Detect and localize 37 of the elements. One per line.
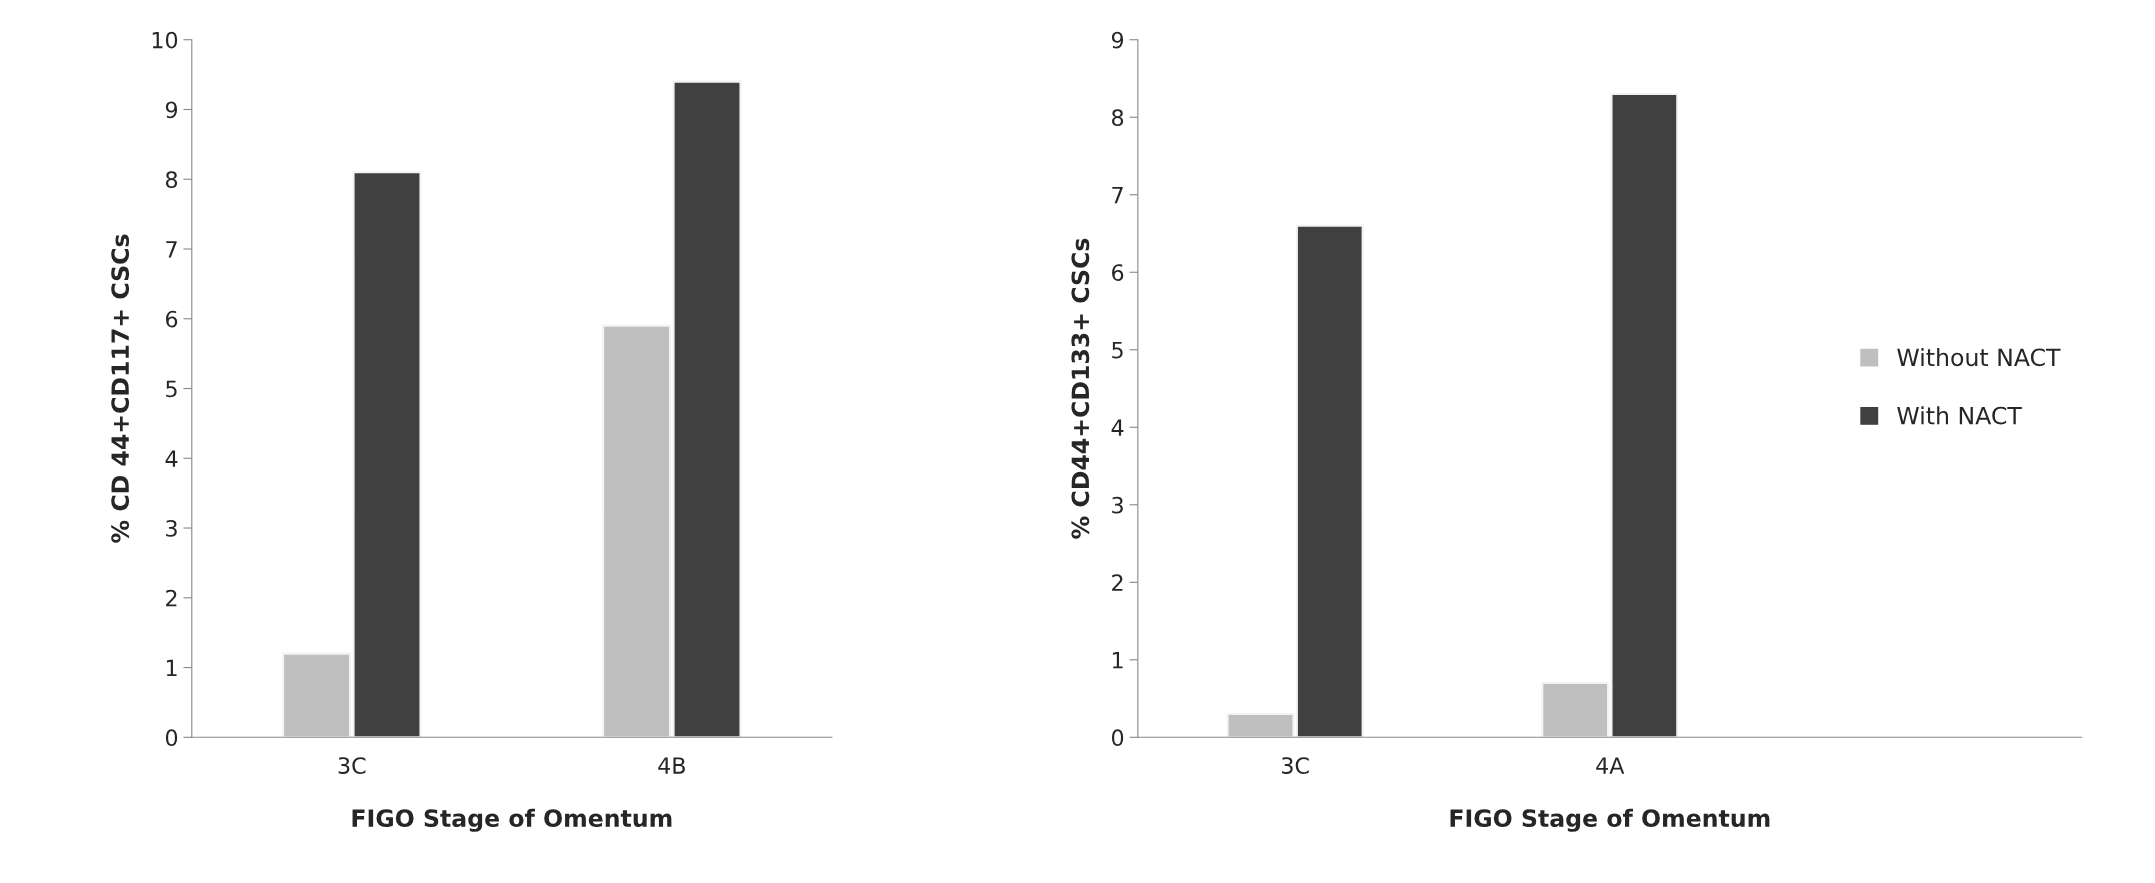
bar <box>602 324 672 738</box>
bar <box>672 80 742 738</box>
bar <box>1226 713 1295 738</box>
x-axis-title: FIGO Stage of Omentum <box>1450 808 1770 832</box>
y-tick-label: 2 <box>166 589 177 607</box>
y-tick-label: 6 <box>1112 264 1124 282</box>
y-tick-label: 2 <box>1112 574 1123 591</box>
x-tick-label: 4A <box>1596 757 1625 774</box>
x-tick-label: 4B <box>658 757 685 774</box>
legend-label: With NACT <box>1897 406 2022 425</box>
y-tick-label: 9 <box>165 101 178 119</box>
y-tick-label: 8 <box>1112 109 1124 126</box>
y-tick-label: 8 <box>165 171 178 189</box>
y-tick-label: 3 <box>1112 496 1123 514</box>
legend-label: Without NACT <box>1897 347 2061 367</box>
bar <box>1295 224 1364 738</box>
x-tick-label: 3C <box>1282 757 1309 774</box>
y-tick-label: 5 <box>1112 342 1123 359</box>
y-axis-title: % CD44+CD133+ CSCs <box>1071 238 1090 539</box>
y-tick-label: 0 <box>1111 729 1124 747</box>
y-tick-label: 7 <box>1112 186 1123 204</box>
x-axis-title: FIGO Stage of Omentum <box>352 808 672 832</box>
bar <box>282 652 352 738</box>
x-tick-label: 3C <box>338 757 366 774</box>
bar <box>352 171 422 738</box>
y-tick-label: 10 <box>152 31 178 49</box>
y-tick-label: 4 <box>1111 419 1124 436</box>
y-tick-label: 3 <box>166 519 177 537</box>
y-tick-label: 5 <box>166 380 177 398</box>
y-tick-label: 0 <box>165 729 178 747</box>
y-tick-label: 7 <box>166 241 177 258</box>
y-tick-label: 9 <box>1111 31 1124 49</box>
y-axis-title: % CD 44+CD117+ CSCs <box>111 234 130 543</box>
y-tick-label: 6 <box>166 310 178 328</box>
y-tick-label: 1 <box>1112 652 1123 669</box>
y-tick-label: 1 <box>166 659 177 676</box>
y-tick-label: 4 <box>165 450 178 467</box>
